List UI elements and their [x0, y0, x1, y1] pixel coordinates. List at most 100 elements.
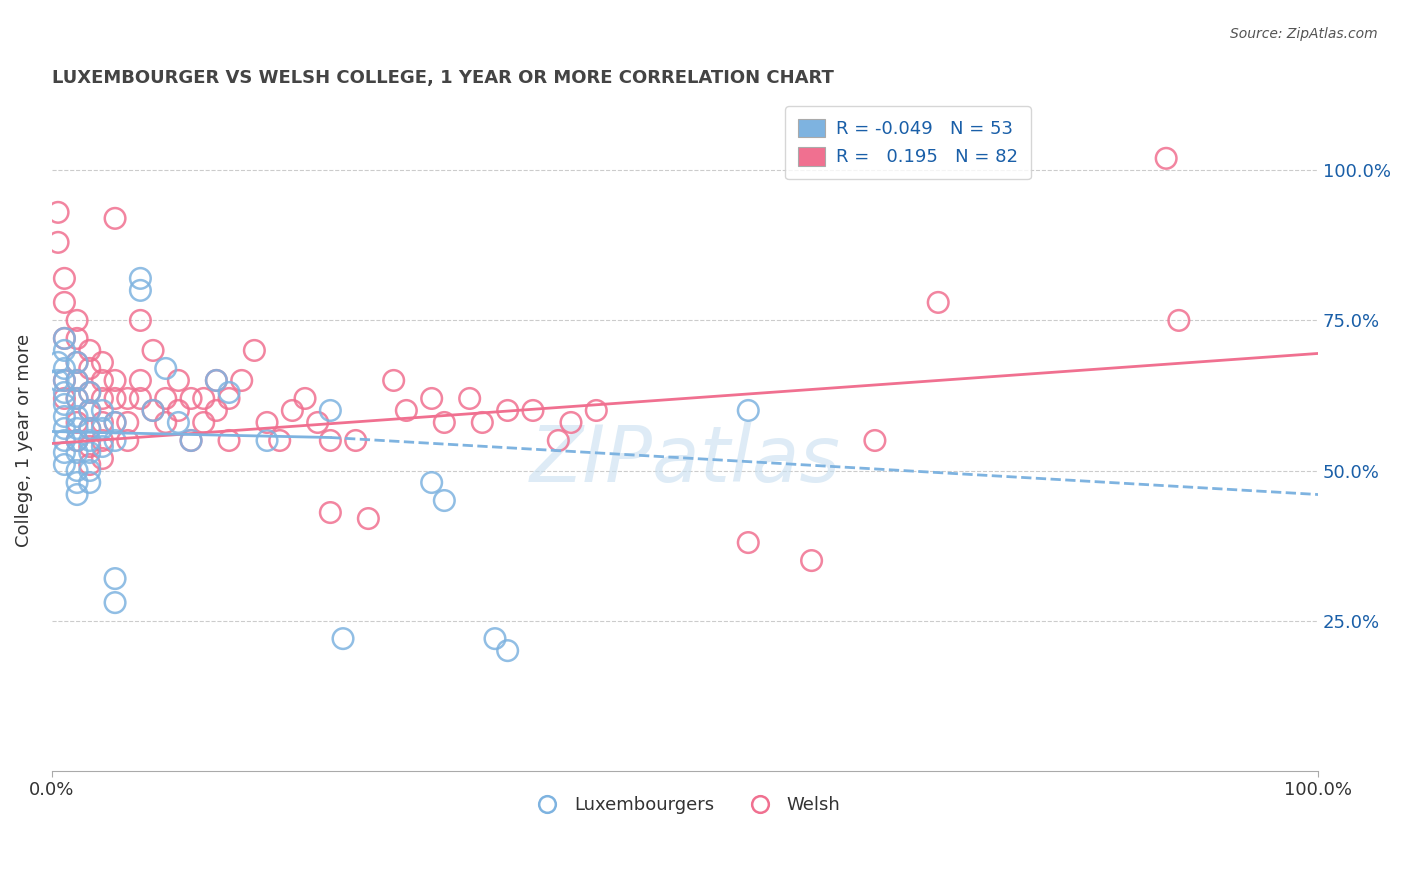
Point [256, 416, 278, 430]
Point [357, 511, 380, 525]
Point [180, 434, 202, 448]
Point [117, 434, 139, 448]
Point [104, 416, 127, 430]
Point [218, 434, 240, 448]
Point [66, 416, 89, 430]
Point [66, 487, 89, 501]
Point [117, 392, 139, 406]
Point [66, 475, 89, 490]
Point [167, 374, 190, 388]
Point [91, 421, 114, 435]
Point [155, 361, 177, 376]
Point [737, 403, 759, 417]
Point [53, 385, 76, 400]
Point [800, 553, 823, 567]
Point [66, 409, 89, 424]
Point [420, 392, 443, 406]
Point [66, 392, 89, 406]
Point [307, 416, 329, 430]
Point [319, 403, 342, 417]
Point [66, 374, 89, 388]
Point [344, 434, 367, 448]
Point [281, 403, 304, 417]
Text: Source: ZipAtlas.com: Source: ZipAtlas.com [1230, 27, 1378, 41]
Point [496, 403, 519, 417]
Point [46, 205, 69, 219]
Point [142, 343, 165, 358]
Point [256, 434, 278, 448]
Point [142, 403, 165, 417]
Point [91, 392, 114, 406]
Point [104, 392, 127, 406]
Point [863, 434, 886, 448]
Point [205, 403, 228, 417]
Point [79, 361, 101, 376]
Point [66, 374, 89, 388]
Point [66, 331, 89, 345]
Point [91, 434, 114, 448]
Point [66, 445, 89, 459]
Point [79, 463, 101, 477]
Point [53, 409, 76, 424]
Point [205, 374, 228, 388]
Point [53, 458, 76, 472]
Point [1167, 313, 1189, 327]
Point [129, 284, 152, 298]
Point [585, 403, 607, 417]
Point [53, 374, 76, 388]
Point [104, 211, 127, 226]
Point [319, 434, 342, 448]
Point [927, 295, 949, 310]
Point [193, 416, 215, 430]
Point [53, 361, 76, 376]
Point [269, 434, 291, 448]
Point [53, 421, 76, 435]
Point [294, 392, 316, 406]
Point [117, 416, 139, 430]
Point [66, 392, 89, 406]
Point [91, 451, 114, 466]
Point [420, 475, 443, 490]
Point [332, 632, 354, 646]
Point [560, 416, 582, 430]
Point [167, 416, 190, 430]
Point [91, 403, 114, 417]
Point [53, 397, 76, 411]
Point [79, 445, 101, 459]
Point [79, 403, 101, 417]
Point [218, 392, 240, 406]
Point [66, 463, 89, 477]
Point [231, 374, 253, 388]
Point [167, 403, 190, 417]
Point [53, 445, 76, 459]
Point [496, 643, 519, 657]
Point [66, 434, 89, 448]
Point [104, 416, 127, 430]
Point [79, 434, 101, 448]
Point [458, 392, 481, 406]
Point [205, 374, 228, 388]
Point [53, 374, 76, 388]
Point [319, 506, 342, 520]
Point [66, 313, 89, 327]
Point [433, 493, 456, 508]
Point [737, 535, 759, 549]
Point [104, 572, 127, 586]
Point [46, 235, 69, 250]
Point [129, 374, 152, 388]
Point [547, 434, 569, 448]
Point [53, 434, 76, 448]
Point [155, 392, 177, 406]
Point [484, 632, 506, 646]
Point [471, 416, 494, 430]
Point [243, 343, 266, 358]
Point [91, 374, 114, 388]
Point [66, 355, 89, 369]
Point [104, 596, 127, 610]
Y-axis label: College, 1 year or more: College, 1 year or more [15, 334, 32, 547]
Point [433, 416, 456, 430]
Point [53, 295, 76, 310]
Point [104, 434, 127, 448]
Point [395, 403, 418, 417]
Point [91, 440, 114, 454]
